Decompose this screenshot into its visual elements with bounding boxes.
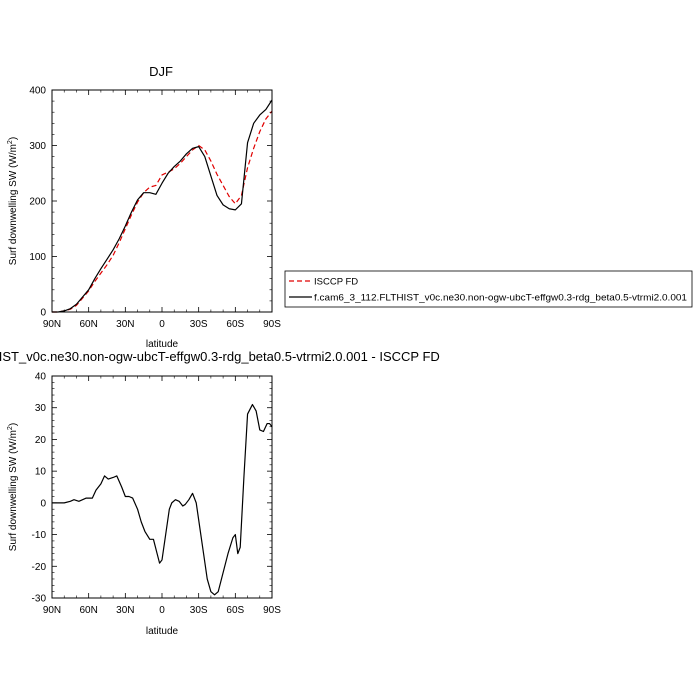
bottom-y-axis-label-main: Surf downwelling SW (W/m bbox=[8, 430, 19, 551]
bottom-y-tick-label-1: -20 bbox=[32, 562, 47, 573]
top-ticks-group: 90N 60N 30N 0 30S 60S 90S 0 100 200 300 400 bbox=[29, 86, 281, 331]
top-plot-frame bbox=[51, 89, 273, 313]
bottom-panel: f.cam6_3_112.FLTHIST_v0c.ne30.non-ogw-ub… bbox=[0, 349, 440, 637]
top-x-tick-label-1: 60N bbox=[79, 319, 97, 330]
top-x-axis-label: latitude bbox=[146, 339, 179, 350]
bottom-y-axis-label-close: ) bbox=[8, 423, 19, 426]
legend: ISCCP FD f.cam6_3_112.FLTHIST_v0c.ne30.n… bbox=[284, 270, 693, 308]
top-series-line-1 bbox=[52, 99, 273, 313]
bottom-ticks-group: 90N 60N 30N 0 30S 60S 90S -30 -20 -10 0 10 20 30 40 bbox=[32, 372, 282, 617]
top-y-tick-label-2: 200 bbox=[29, 197, 46, 208]
top-chart-title: DJF bbox=[149, 64, 173, 79]
bottom-y-tick-label-7: 40 bbox=[35, 372, 47, 383]
bottom-x-tick-label-0: 90N bbox=[43, 605, 61, 616]
bottom-x-tick-label-5: 60S bbox=[226, 605, 244, 616]
bottom-x-tick-label-6: 90S bbox=[263, 605, 281, 616]
bottom-x-axis-label: latitude bbox=[146, 626, 179, 637]
bottom-x-tick-label-4: 30S bbox=[190, 605, 208, 616]
top-x-tick-label-4: 30S bbox=[190, 319, 208, 330]
top-y-axis-label-close: ) bbox=[8, 137, 19, 140]
bottom-chart-title: f.cam6_3_112.FLTHIST_v0c.ne30.non-ogw-ub… bbox=[0, 349, 440, 364]
bottom-series-line-0 bbox=[52, 403, 273, 596]
top-x-tick-label-0: 90N bbox=[43, 319, 61, 330]
bottom-y-tick-label-3: 0 bbox=[40, 498, 46, 509]
bottom-series-group bbox=[52, 403, 273, 596]
bottom-x-tick-label-3: 0 bbox=[159, 605, 165, 616]
top-y-axis-label-sup: 2 bbox=[7, 140, 14, 144]
top-y-tick-label-3: 300 bbox=[29, 141, 46, 152]
top-x-tick-label-6: 90S bbox=[263, 319, 281, 330]
top-y-axis-label: Surf downwelling SW (W/m2) bbox=[7, 137, 19, 265]
top-x-tick-label-2: 30N bbox=[116, 319, 134, 330]
top-y-tick-label-0: 0 bbox=[40, 308, 46, 319]
bottom-plot-frame bbox=[51, 375, 273, 599]
top-y-tick-label-1: 100 bbox=[29, 252, 46, 263]
legend-label-model: f.cam6_3_112.FLTHIST_v0c.ne30.non-ogw-ub… bbox=[314, 293, 687, 304]
top-x-tick-label-3: 0 bbox=[159, 319, 165, 330]
bottom-y-tick-label-5: 20 bbox=[35, 435, 47, 446]
top-y-axis-label-main: Surf downwelling SW (W/m bbox=[8, 144, 19, 265]
bottom-x-tick-label-1: 60N bbox=[79, 605, 97, 616]
top-series-line-0 bbox=[52, 110, 273, 313]
top-series-group bbox=[52, 99, 273, 313]
legend-label-isccp: ISCCP FD bbox=[314, 277, 358, 288]
bottom-y-tick-label-0: -30 bbox=[32, 594, 47, 605]
bottom-y-tick-label-6: 30 bbox=[35, 403, 47, 414]
bottom-y-axis-label: Surf downwelling SW (W/m2) bbox=[7, 423, 19, 551]
legend-box bbox=[284, 270, 693, 308]
bottom-x-tick-label-2: 30N bbox=[116, 605, 134, 616]
bottom-y-axis-label-sup: 2 bbox=[7, 426, 14, 430]
top-x-tick-label-5: 60S bbox=[226, 319, 244, 330]
top-y-tick-label-4: 400 bbox=[29, 86, 46, 97]
bottom-y-tick-label-4: 10 bbox=[35, 467, 47, 478]
bottom-y-tick-label-2: -10 bbox=[32, 530, 47, 541]
top-panel: DJF 90N 60N 30N 0 30S 60S 90S 0 100 200 300 400 lat… bbox=[7, 64, 693, 350]
